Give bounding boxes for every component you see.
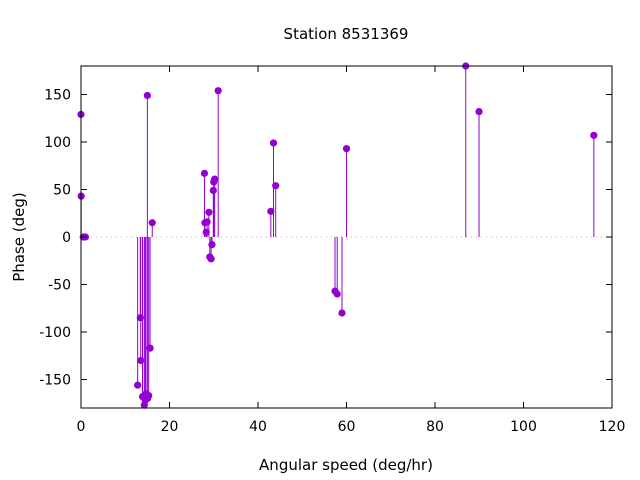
x-tick-label: 0 — [77, 419, 86, 435]
data-point — [143, 91, 151, 100]
data-point — [338, 309, 346, 317]
data-point — [203, 218, 211, 226]
x-tick-label: 80 — [426, 419, 444, 435]
data-point — [475, 108, 483, 116]
x-tick-label: 20 — [161, 419, 179, 435]
data-point — [342, 145, 351, 153]
stem-lines — [80, 66, 595, 406]
chart-title: Station 8531369 — [284, 25, 409, 43]
y-axis-ticks: -150 -100 -50 0 50 100 150 — [39, 88, 612, 389]
x-axis-label: Angular speed (deg/hr) — [259, 456, 433, 474]
data-point — [267, 207, 275, 215]
y-tick-label: -100 — [39, 325, 71, 341]
y-tick-label: 150 — [44, 88, 71, 104]
data-point — [202, 228, 210, 236]
data-point — [214, 87, 222, 95]
data-point — [590, 131, 598, 139]
data-point — [333, 290, 341, 298]
y-axis-label: Phase (deg) — [10, 192, 28, 282]
y-tick-label: -150 — [39, 373, 71, 389]
x-tick-label: 40 — [249, 419, 267, 435]
x-axis-ticks: 0 20 40 60 80 100 120 — [77, 66, 626, 435]
y-tick-label: 50 — [53, 183, 71, 199]
data-point — [208, 241, 216, 249]
x-tick-label: 60 — [338, 419, 356, 435]
y-tick-label: -50 — [48, 278, 71, 294]
data-point — [272, 182, 280, 190]
data-point — [205, 208, 213, 216]
data-point — [146, 344, 154, 352]
y-tick-label: 100 — [44, 135, 71, 151]
data-markers — [77, 62, 598, 409]
x-tick-label: 100 — [510, 419, 537, 435]
data-point — [207, 255, 215, 263]
data-point — [136, 314, 144, 322]
data-point — [137, 356, 145, 365]
x-tick-label: 120 — [599, 419, 626, 435]
data-point — [209, 186, 217, 195]
y-tick-label: 0 — [62, 230, 71, 246]
data-point — [200, 169, 209, 177]
data-point — [269, 139, 278, 147]
data-point — [211, 175, 219, 183]
data-point — [148, 219, 156, 227]
data-point — [134, 381, 142, 389]
data-point — [145, 392, 153, 400]
